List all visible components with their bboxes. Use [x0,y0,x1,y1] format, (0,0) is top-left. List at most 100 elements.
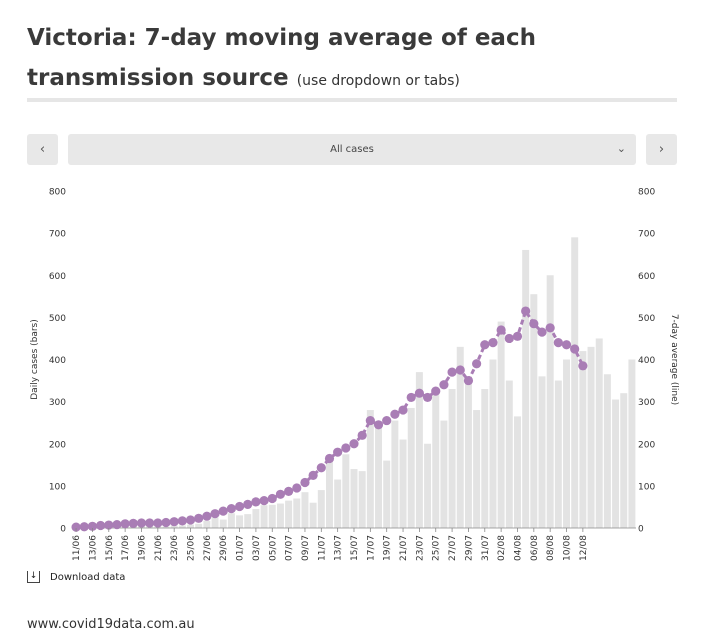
x-tick-label-0: 11/06 [72,535,82,561]
bar-43 [424,443,432,528]
bar-25 [276,503,284,528]
download-data-label: Download data [50,571,126,583]
avg-point-51 [488,338,498,348]
bar-61 [571,237,579,528]
bar-27 [293,498,301,528]
avg-point-24 [267,493,277,504]
avg-point-4 [104,520,114,530]
bar-33 [342,454,350,528]
avg-point-59 [553,338,563,348]
x-tick-label-26: 02/08 [497,535,507,561]
bar-66 [612,399,620,528]
source-dropdown-value: All cases [330,144,374,155]
bar-56 [530,294,538,528]
x-tick-label-23: 27/07 [448,535,458,561]
x-tick-label-27: 04/08 [513,535,523,561]
bar-14 [187,524,195,528]
prev-button[interactable]: ‹ [27,134,58,165]
y-tick-left-100: 100 [49,482,66,492]
y-tick-right-0: 0 [638,525,644,535]
avg-point-56 [529,319,539,329]
chevron-right-icon: › [658,142,665,157]
x-tick-label-3: 17/06 [121,535,131,561]
avg-point-52 [496,325,506,335]
avg-point-8 [136,518,147,528]
x-tick-label-9: 29/06 [219,535,229,561]
avg-point-23 [259,496,269,506]
avg-point-21 [243,499,253,510]
avg-point-58 [545,323,555,333]
x-tick-label-10: 01/07 [236,535,246,561]
bar-35 [358,471,366,528]
avg-point-31 [324,453,335,464]
y-axis-label-left: Daily cases (bars) [30,319,40,400]
title-divider [27,98,677,102]
y-tick-right-600: 600 [638,272,655,282]
avg-point-20 [234,501,245,512]
bar-30 [317,490,325,528]
y-tick-left-200: 200 [49,440,66,450]
bar-63 [587,346,595,528]
avg-point-3 [96,520,106,531]
bar-47 [456,346,464,528]
avg-point-50 [480,340,490,350]
chevron-left-icon: ‹ [39,142,46,157]
x-tick-label-4: 19/06 [137,535,147,561]
bar-50 [481,388,489,528]
avg-point-7 [128,518,138,528]
avg-point-26 [284,486,294,496]
bar-39 [391,420,399,528]
x-tick-label-7: 25/06 [187,535,197,561]
bar-32 [334,479,342,528]
avg-point-41 [406,392,416,403]
bar-21 [244,514,252,528]
x-tick-label-30: 10/08 [563,535,573,561]
y-tick-left-0: 0 [60,525,66,535]
avg-point-57 [537,327,547,337]
avg-point-25 [275,489,286,499]
avg-point-49 [472,359,482,369]
bar-54 [513,416,521,528]
avg-point-15 [194,513,204,523]
bar-57 [538,376,546,528]
bar-15 [195,523,203,528]
avg-point-32 [333,447,343,457]
source-dropdown[interactable]: All cases ⌄ [68,134,636,165]
x-tick-label-18: 17/07 [366,535,376,561]
chart-title-main: Victoria: 7-day moving average of each t… [27,25,536,91]
bar-60 [563,359,571,528]
avg-point-27 [292,483,302,493]
bar-17 [211,517,219,528]
x-tick-label-17: 15/07 [350,535,360,561]
download-data-link[interactable]: ↓ Download data [27,571,125,583]
x-tick-label-14: 09/07 [301,535,311,561]
bar-34 [350,469,358,528]
bar-67 [620,393,628,528]
bar-45 [440,420,448,528]
avg-point-1 [79,522,89,532]
avg-point-54 [512,331,523,341]
x-tick-label-13: 07/07 [285,535,295,561]
bar-16 [203,520,211,528]
bar-68 [628,359,636,528]
chevron-down-icon: ⌄ [616,142,626,155]
avg-point-42 [414,388,424,398]
x-tick-label-12: 05/07 [268,535,278,561]
avg-point-43 [422,392,433,403]
x-tick-label-19: 19/07 [383,535,393,561]
avg-point-44 [431,386,441,396]
avg-point-46 [447,367,457,377]
x-tick-label-21: 23/07 [415,535,425,561]
bar-58 [546,275,554,528]
x-tick-label-8: 27/06 [203,535,213,561]
avg-point-14 [185,515,196,525]
bar-12 [170,525,178,528]
avg-point-45 [439,380,449,390]
bar-64 [595,338,603,528]
avg-point-13 [177,516,187,526]
next-button[interactable]: › [646,134,677,165]
x-tick-label-6: 23/06 [170,535,180,561]
avg-point-62 [578,361,588,371]
avg-point-11 [161,517,171,528]
